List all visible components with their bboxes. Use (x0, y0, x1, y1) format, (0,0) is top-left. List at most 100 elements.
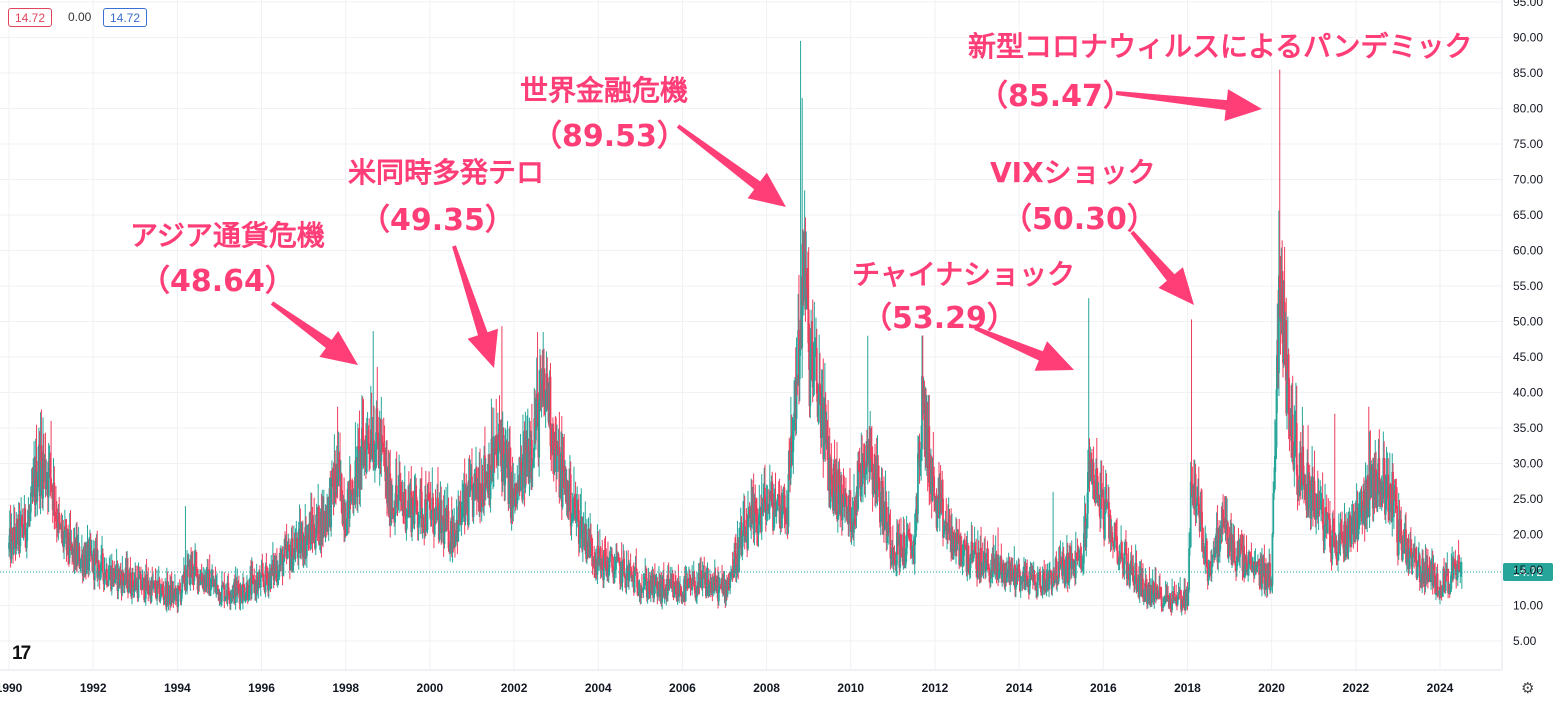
candle-body (673, 583, 676, 598)
candle-body (1104, 499, 1107, 513)
candle-body (671, 582, 674, 590)
candle-body (411, 499, 413, 533)
candle-body (79, 567, 82, 569)
candle-body (1317, 507, 1320, 516)
candle-body (232, 587, 235, 599)
candle-body (889, 526, 892, 559)
candle-body (987, 563, 990, 568)
candle-body (857, 464, 859, 510)
candle-body (363, 447, 366, 467)
candle-body (1417, 560, 1420, 567)
candle-body (645, 575, 647, 579)
candle-body (1433, 567, 1436, 576)
candle-body (853, 501, 855, 533)
candle-body (684, 580, 687, 601)
candle-body (422, 517, 425, 530)
candle-body (251, 574, 254, 577)
candle-body (1142, 578, 1144, 598)
candle-body (1163, 602, 1165, 605)
candle-body (266, 578, 269, 580)
candle-body (694, 590, 697, 598)
candle-body (160, 587, 163, 597)
candle-body (921, 376, 923, 449)
candle-body (530, 440, 533, 470)
candle-body (140, 589, 143, 591)
candle-body (63, 538, 65, 548)
candle-body (19, 519, 22, 547)
gear-icon[interactable]: ⚙ (1521, 679, 1535, 697)
candle-body (143, 577, 146, 600)
candle-body (811, 345, 813, 348)
candle-body (1333, 531, 1335, 547)
candle-body (242, 583, 244, 603)
y-tick-label: 90.00 (1513, 31, 1543, 45)
candle-body (677, 581, 680, 597)
candle-body (772, 512, 775, 531)
candle-body (121, 572, 124, 594)
candle-body (123, 581, 126, 586)
candle-body (830, 458, 833, 479)
candle-body (687, 577, 690, 588)
candle-body (1138, 576, 1141, 597)
candle-body (1028, 578, 1031, 594)
candle-body (1221, 509, 1224, 535)
candle-body (208, 571, 211, 596)
candle-body (904, 554, 907, 565)
candle-body (1304, 483, 1307, 500)
candle-body (186, 564, 188, 590)
candle-body (918, 441, 921, 468)
candle-body (1194, 474, 1197, 516)
candle-body (399, 485, 401, 487)
y-tick-label: 25.00 (1513, 492, 1543, 506)
candle-body (166, 582, 169, 604)
candle-body (454, 533, 457, 546)
candle-body (399, 486, 402, 502)
candle-body (1456, 560, 1459, 578)
candle-body (998, 568, 1001, 571)
candle-body (280, 554, 282, 565)
candle-body (1014, 565, 1016, 590)
candle-body (27, 517, 30, 525)
candle-body (167, 595, 170, 604)
candle-body (1006, 574, 1008, 583)
y-tick-label: 50.00 (1513, 315, 1543, 329)
candle-body (1455, 568, 1458, 580)
candle-body (394, 514, 396, 523)
candle-body (1327, 513, 1330, 515)
annotation-value: （48.64） (140, 264, 295, 299)
candle-body (571, 512, 574, 522)
candle-body (1243, 545, 1246, 578)
candle-body (433, 508, 436, 535)
candle-body (614, 569, 617, 571)
y-tick-label: 60.00 (1513, 244, 1543, 258)
candle-body (1123, 552, 1126, 575)
candle-body (914, 530, 917, 537)
candle-body (291, 538, 294, 572)
candle-body (968, 563, 970, 571)
candle-body (1210, 566, 1213, 574)
candle-body (498, 432, 501, 443)
y-tick-label: 35.00 (1513, 421, 1543, 435)
candle-body (1273, 455, 1276, 490)
candle-body (1414, 549, 1417, 560)
candle-body (1395, 500, 1398, 506)
candle-body (781, 505, 784, 511)
candle-body (1184, 592, 1187, 610)
candle-body (1175, 597, 1178, 601)
candle-body (1454, 564, 1457, 569)
candle-body (817, 397, 820, 418)
candle-body (535, 427, 537, 441)
candle-body (633, 571, 636, 593)
candle-body (883, 507, 886, 530)
candle-body (1152, 581, 1155, 603)
candle-body (1366, 475, 1369, 519)
candle-body (549, 376, 552, 446)
candle-body (1272, 493, 1275, 534)
candle-body (1233, 540, 1236, 561)
candle-body (1344, 521, 1347, 556)
candle-body (986, 559, 989, 564)
x-tick-label: 2012 (922, 681, 949, 695)
candle-body (240, 589, 243, 597)
candle-body (1085, 526, 1088, 548)
